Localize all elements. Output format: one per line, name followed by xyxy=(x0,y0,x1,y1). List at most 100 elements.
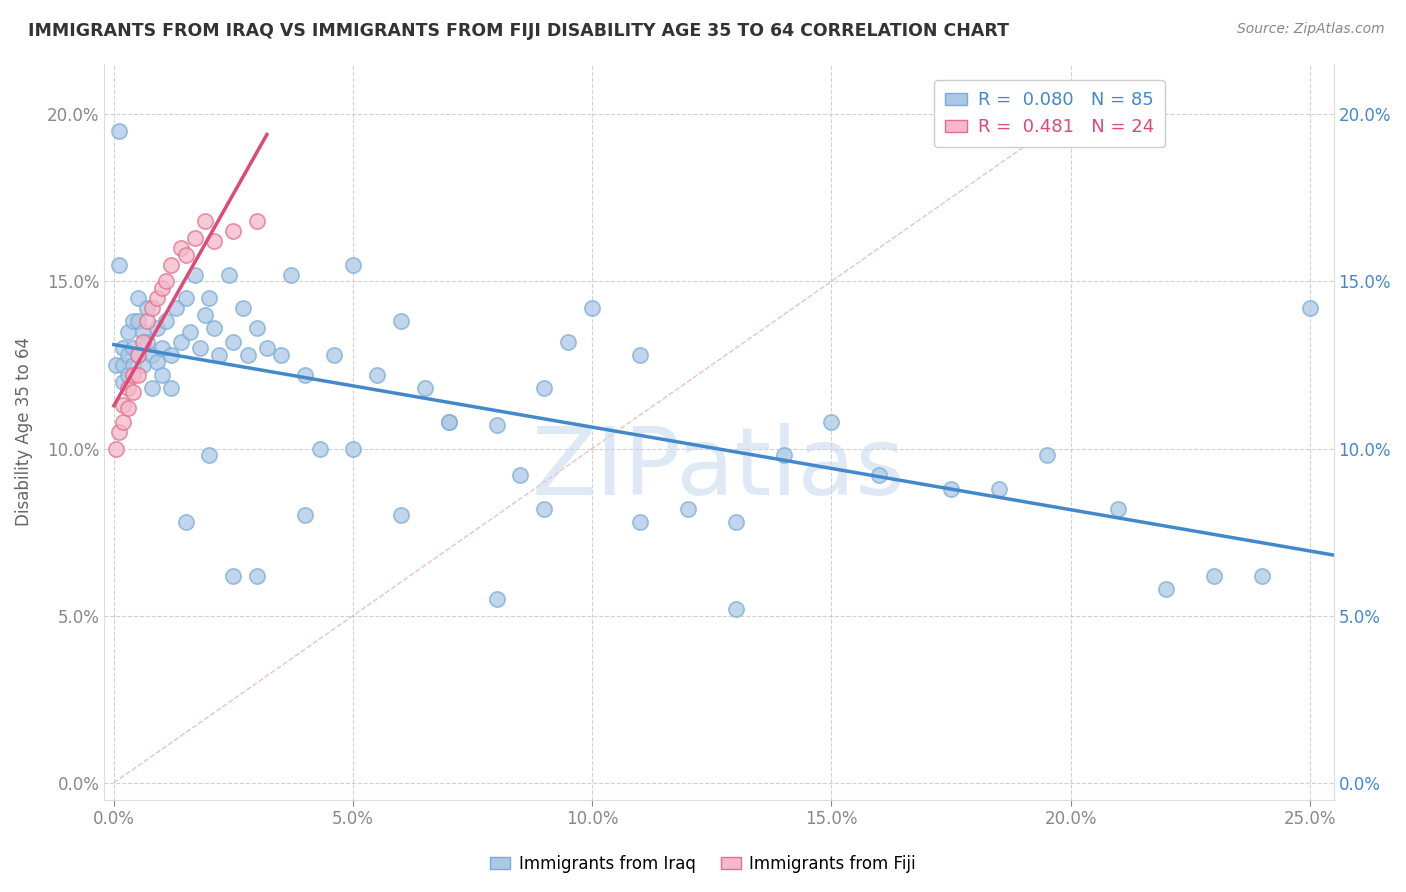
Point xyxy=(342,442,364,456)
Point xyxy=(557,334,579,349)
Point xyxy=(939,482,962,496)
Point xyxy=(820,415,842,429)
Point xyxy=(308,442,330,456)
Point xyxy=(141,381,163,395)
Point xyxy=(246,214,269,228)
Point xyxy=(184,268,207,282)
Point xyxy=(107,425,129,439)
Point xyxy=(117,368,139,382)
Point xyxy=(150,368,173,382)
Legend: Immigrants from Iraq, Immigrants from Fiji: Immigrants from Iraq, Immigrants from Fi… xyxy=(484,848,922,880)
Point xyxy=(222,224,245,238)
Point xyxy=(141,348,163,362)
Point xyxy=(628,515,651,529)
Point xyxy=(160,258,183,272)
Point xyxy=(131,334,153,349)
Point xyxy=(724,515,747,529)
Point xyxy=(389,508,412,523)
Point xyxy=(724,602,747,616)
Point xyxy=(294,368,316,382)
Point xyxy=(112,358,135,372)
Point xyxy=(122,368,145,382)
Point xyxy=(194,308,217,322)
Point xyxy=(184,231,207,245)
Point xyxy=(112,375,135,389)
Point xyxy=(127,368,149,382)
Point xyxy=(581,301,603,315)
Point xyxy=(868,468,890,483)
Point xyxy=(146,354,169,368)
Point xyxy=(194,214,217,228)
Point xyxy=(280,268,302,282)
Point xyxy=(105,442,128,456)
Point xyxy=(485,591,508,606)
Point xyxy=(122,341,145,355)
Point xyxy=(127,291,149,305)
Point xyxy=(676,501,699,516)
Point xyxy=(628,348,651,362)
Text: IMMIGRANTS FROM IRAQ VS IMMIGRANTS FROM FIJI DISABILITY AGE 35 TO 64 CORRELATION: IMMIGRANTS FROM IRAQ VS IMMIGRANTS FROM … xyxy=(28,22,1010,40)
Point xyxy=(122,314,145,328)
Point xyxy=(136,334,159,349)
Point xyxy=(127,348,149,362)
Point xyxy=(150,341,173,355)
Text: ZIPatlas: ZIPatlas xyxy=(531,423,905,515)
Point xyxy=(155,314,177,328)
Point xyxy=(112,341,135,355)
Point xyxy=(112,398,135,412)
Point xyxy=(188,341,211,355)
Point xyxy=(141,301,163,315)
Point xyxy=(202,321,225,335)
Point xyxy=(437,415,460,429)
Point xyxy=(165,301,187,315)
Point xyxy=(342,258,364,272)
Point xyxy=(160,348,183,362)
Point xyxy=(107,124,129,138)
Point xyxy=(146,321,169,335)
Point xyxy=(533,501,555,516)
Point xyxy=(117,381,139,395)
Point xyxy=(246,568,269,582)
Point xyxy=(222,568,245,582)
Point xyxy=(1107,501,1129,516)
Point xyxy=(1250,568,1272,582)
Point xyxy=(485,418,508,433)
Point xyxy=(117,348,139,362)
Point xyxy=(218,268,240,282)
Point xyxy=(170,241,193,255)
Point xyxy=(122,358,145,372)
Point xyxy=(146,291,169,305)
Point xyxy=(127,314,149,328)
Point xyxy=(1154,582,1177,596)
Point xyxy=(246,321,269,335)
Legend: R =  0.080   N = 85, R =  0.481   N = 24: R = 0.080 N = 85, R = 0.481 N = 24 xyxy=(935,80,1164,147)
Point xyxy=(179,325,201,339)
Point xyxy=(294,508,316,523)
Point xyxy=(131,358,153,372)
Point xyxy=(136,301,159,315)
Point xyxy=(366,368,388,382)
Point xyxy=(174,291,197,305)
Point xyxy=(127,348,149,362)
Point xyxy=(232,301,254,315)
Point xyxy=(136,314,159,328)
Point xyxy=(1202,568,1225,582)
Point xyxy=(174,515,197,529)
Point xyxy=(107,258,129,272)
Point xyxy=(117,401,139,416)
Y-axis label: Disability Age 35 to 64: Disability Age 35 to 64 xyxy=(15,337,32,526)
Point xyxy=(1035,448,1057,462)
Point xyxy=(322,348,344,362)
Point xyxy=(772,448,794,462)
Point xyxy=(112,415,135,429)
Point xyxy=(208,348,231,362)
Point xyxy=(122,384,145,399)
Point xyxy=(222,334,245,349)
Point xyxy=(533,381,555,395)
Point xyxy=(1299,301,1322,315)
Point xyxy=(155,274,177,288)
Point xyxy=(389,314,412,328)
Point xyxy=(236,348,259,362)
Point xyxy=(437,415,460,429)
Point xyxy=(117,325,139,339)
